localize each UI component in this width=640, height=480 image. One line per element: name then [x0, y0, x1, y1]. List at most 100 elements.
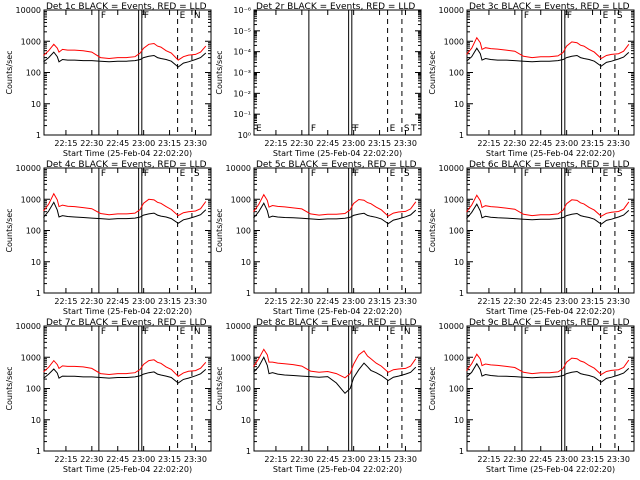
marker-letter: F: [564, 169, 569, 179]
x-axis-label: Start Time (25-Feb-04 22:02:20): [486, 465, 615, 474]
marker-letter: S: [194, 169, 200, 179]
y-tick-label: 10000: [439, 6, 464, 15]
series-line-events: [253, 202, 417, 225]
series-line-events: [43, 51, 207, 68]
y-tick-label: 10: [241, 258, 251, 267]
y-tick-label: 100: [26, 385, 41, 394]
marker-letter: F: [141, 169, 146, 179]
marker-letter: F: [141, 11, 146, 21]
marker-letter: F: [354, 169, 359, 179]
y-axis-label: Counts/sec: [215, 50, 224, 94]
x-tick-label: 23:00: [342, 297, 365, 306]
marker-letter: E: [603, 327, 609, 337]
panel-title: Det 1c BLACK = Events, RED = LLD: [46, 2, 207, 12]
y-tick-label: 10000: [439, 164, 464, 173]
y-tick-label: 1000: [21, 195, 41, 204]
y-tick-label: 10⁻⁵: [233, 27, 251, 36]
x-tick-label: 23:15: [581, 297, 604, 306]
series-line-lld: [253, 348, 417, 379]
y-tick-label: 1: [36, 131, 41, 140]
y-tick-label: 10000: [16, 164, 41, 173]
x-tick-label: 23:00: [132, 455, 155, 464]
y-tick-label: 1000: [21, 353, 41, 362]
x-tick-label: 23:00: [342, 455, 365, 464]
series-line-lld: [253, 193, 417, 217]
marker-letter: F: [101, 169, 106, 179]
panel-det-7: Det 7c BLACK = Events, RED = LLD 1 10 100 10…: [5, 318, 212, 474]
y-axis-label: Counts/sec: [215, 366, 224, 410]
y-tick-label: 100: [449, 69, 464, 78]
y-tick-label: 100: [236, 227, 251, 236]
marker-letter: E: [180, 11, 186, 21]
x-axis-label: Start Time (25-Feb-04 22:02:20): [273, 307, 402, 316]
x-tick-label: 23:30: [184, 139, 207, 148]
marker-letter: F: [354, 124, 359, 134]
marker-letter: E: [180, 169, 186, 179]
panel-title: Det 8c BLACK = Events, RED = LLD: [256, 318, 417, 328]
x-axis-label: Start Time (25-Feb-04 22:02:20): [486, 307, 615, 316]
panel-det-2: Det 2r BLACK = Events, RED = LLD 10⁰ 10⁻¹ 1…: [215, 2, 422, 158]
y-axis-label: Counts/sec: [428, 50, 437, 94]
x-tick-label: 22:15: [54, 297, 77, 306]
plot-frame: [43, 9, 212, 136]
series-line-events: [253, 356, 417, 395]
x-tick-label: 22:45: [106, 139, 129, 148]
marker-letter: E: [390, 169, 396, 179]
y-tick-label: 10⁻⁶: [233, 6, 251, 15]
x-tick-label: 22:15: [264, 455, 287, 464]
x-tick-label: 22:30: [503, 297, 526, 306]
x-axis-label: Start Time (25-Feb-04 22:02:20): [63, 149, 192, 158]
x-tick-label: 22:30: [290, 139, 313, 148]
marker-letter: S: [617, 11, 623, 21]
x-tick-label: 22:45: [529, 297, 552, 306]
x-tick-label: 22:45: [106, 297, 129, 306]
x-tick-label: 22:15: [477, 455, 500, 464]
plot-frame: [43, 325, 212, 452]
x-tick-label: 22:15: [477, 297, 500, 306]
y-tick-label: 10: [454, 416, 464, 425]
y-tick-label: 10000: [226, 322, 251, 331]
y-tick-label: 10: [241, 416, 251, 425]
y-tick-label: 10⁻²: [233, 89, 251, 98]
y-axis-label: Counts/sec: [428, 366, 437, 410]
y-tick-label: 100: [449, 227, 464, 236]
y-tick-label: 10000: [226, 164, 251, 173]
marker-letter: S: [404, 124, 410, 134]
x-tick-label: 23:00: [132, 297, 155, 306]
panel-title: Det 3c BLACK = Events, RED = LLD: [469, 2, 630, 12]
x-tick-label: 23:00: [132, 139, 155, 148]
plot-frame: [253, 167, 422, 294]
panel-det-4: Det 4c BLACK = Events, RED = LLD 1 10 100 10…: [5, 160, 212, 316]
panel-det-1: Det 1c BLACK = Events, RED = LLD 1 10 100 10…: [5, 2, 212, 158]
marker-letter: F: [141, 327, 146, 337]
x-tick-label: 23:15: [158, 455, 181, 464]
marker-letter: E: [603, 11, 609, 21]
series-line-events: [466, 362, 630, 383]
plot-frame: [43, 167, 212, 294]
x-tick-label: 22:30: [503, 455, 526, 464]
marker-letter: F: [144, 169, 149, 179]
x-tick-label: 22:45: [316, 139, 339, 148]
y-tick-label: 10⁰: [238, 131, 251, 140]
x-axis-label: Start Time (25-Feb-04 22:02:20): [63, 465, 192, 474]
marker-letter: F: [144, 327, 149, 337]
y-tick-label: 10000: [16, 322, 41, 331]
x-tick-label: 23:15: [581, 455, 604, 464]
panel-det-5: Det 5c BLACK = Events, RED = LLD 1 10 100 10…: [215, 160, 422, 316]
y-tick-label: 100: [449, 385, 464, 394]
marker-letter: F: [101, 327, 106, 337]
marker-letter: F: [567, 11, 572, 21]
marker-letter: F: [567, 169, 572, 179]
x-tick-label: 22:45: [529, 139, 552, 148]
y-tick-label: 100: [236, 385, 251, 394]
x-tick-label: 23:30: [184, 455, 207, 464]
y-tick-label: 10⁻¹: [233, 110, 251, 119]
x-tick-label: 22:30: [80, 139, 103, 148]
x-tick-label: 23:30: [394, 139, 417, 148]
x-tick-label: 22:45: [529, 455, 552, 464]
y-tick-label: 1000: [21, 37, 41, 46]
y-axis-label: Counts/sec: [215, 208, 224, 252]
plot-frame: [253, 325, 422, 452]
series-line-events: [43, 368, 207, 384]
